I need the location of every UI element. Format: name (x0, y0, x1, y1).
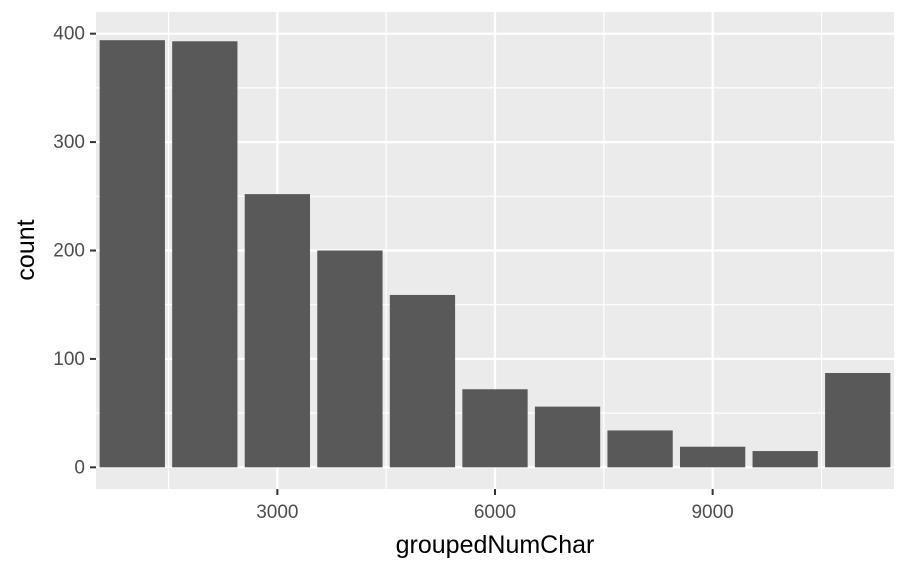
bar (317, 250, 383, 468)
bar (244, 194, 311, 468)
bar (99, 40, 165, 468)
y-tick-label: 100 (53, 349, 85, 370)
bar (825, 373, 891, 468)
x-axis-ticks: 3000 6000 9000 (256, 489, 734, 523)
y-axis-ticks: 0 100 200 300 400 (53, 24, 96, 478)
bar (172, 41, 238, 468)
x-axis-title: groupedNumChar (396, 531, 595, 559)
y-tick-label: 300 (53, 132, 85, 153)
y-tick-label: 200 (53, 241, 85, 262)
bar (607, 430, 673, 468)
y-tick-label: 400 (53, 24, 85, 45)
x-tick-label: 3000 (256, 502, 298, 523)
bar (752, 451, 818, 468)
y-tick-label: 0 (74, 457, 85, 478)
bar (679, 446, 746, 468)
bar (534, 406, 601, 468)
bar (389, 294, 456, 468)
bar (462, 389, 528, 468)
y-axis-title: count (12, 219, 40, 280)
x-tick-label: 9000 (691, 502, 733, 523)
x-tick-label: 6000 (474, 502, 516, 523)
bars (99, 40, 891, 468)
